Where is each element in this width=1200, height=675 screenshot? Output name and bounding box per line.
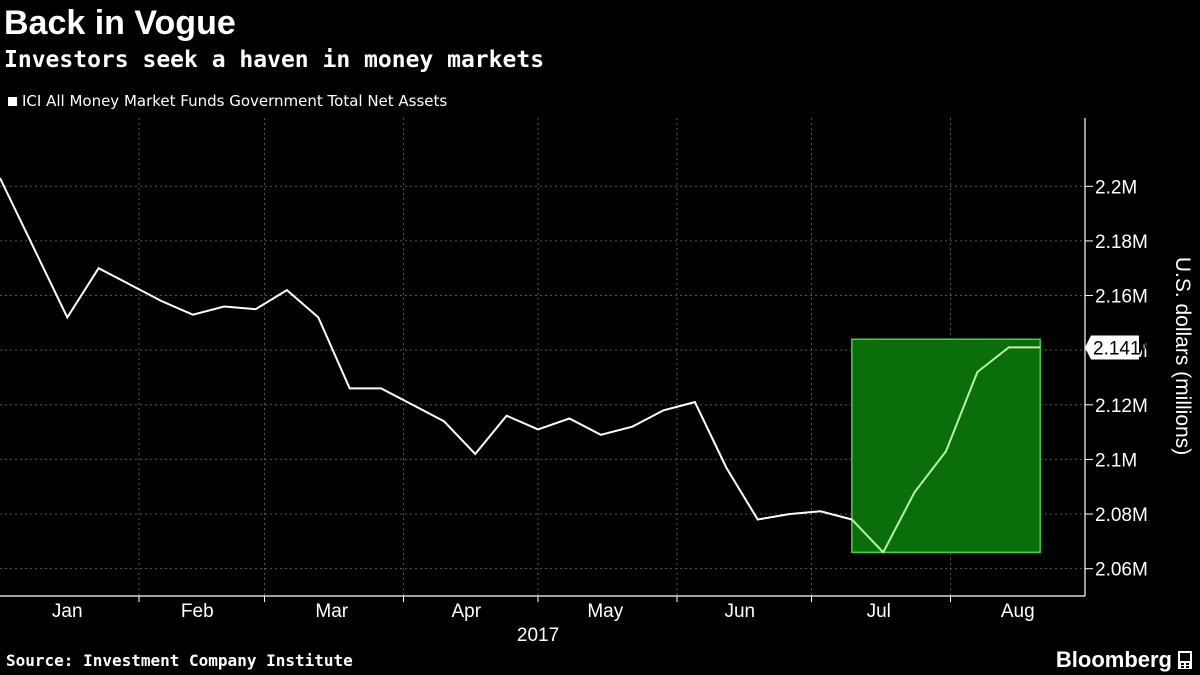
y-tick-label: 2.08M (1095, 505, 1148, 526)
brand-name: Bloomberg (1055, 647, 1172, 672)
y-tick-label: 2.12M (1095, 396, 1148, 417)
y-tick-label: 2.06M (1095, 560, 1148, 581)
x-tick-label: Apr (451, 601, 481, 622)
grid-lines (0, 118, 1085, 596)
x-tick-label: Jan (52, 601, 83, 622)
last-value-label: 2.141M (1093, 338, 1156, 359)
axes (0, 118, 1093, 602)
last-value-badge (1085, 335, 1139, 360)
brand-logo: Bloomberg (1056, 646, 1192, 674)
y-tick-label: 2.1M (1095, 450, 1137, 471)
tick-labels: 2.06M2.08M2.1M2.12M2.14M2.16M2.18M2.2MJa… (52, 177, 1194, 646)
y-tick-label: 2.16M (1095, 287, 1148, 308)
legend-swatch-icon (8, 96, 17, 106)
source-note: Source: Investment Company Institute (6, 651, 353, 670)
chart-subtitle: Investors seek a haven in money markets (4, 47, 545, 73)
series-layer (0, 177, 1041, 555)
highlight-region (851, 338, 1041, 554)
x-year-label: 2017 (517, 625, 559, 646)
chart-title: Back in Vogue (4, 4, 236, 42)
x-tick-label: Aug (1001, 601, 1035, 622)
y-tick-label: 2.2M (1095, 177, 1137, 198)
legend-label: ICI All Money Market Funds Government To… (22, 92, 448, 110)
x-tick-label: May (587, 601, 623, 622)
x-tick-label: Jun (724, 601, 755, 622)
x-tick-label: Feb (181, 601, 214, 622)
legend: ICI All Money Market Funds Government To… (8, 90, 447, 112)
y-axis-title: U.S. dollars (millions) (1171, 257, 1194, 455)
series-line-highlight (851, 346, 1041, 555)
x-tick-label: Jul (867, 601, 891, 622)
bloomberg-terminal-icon (1178, 651, 1192, 669)
x-tick-label: Mar (315, 601, 348, 622)
y-tick-label: 2.18M (1095, 232, 1148, 253)
series-line (0, 177, 853, 521)
highlight-box (851, 338, 1041, 554)
